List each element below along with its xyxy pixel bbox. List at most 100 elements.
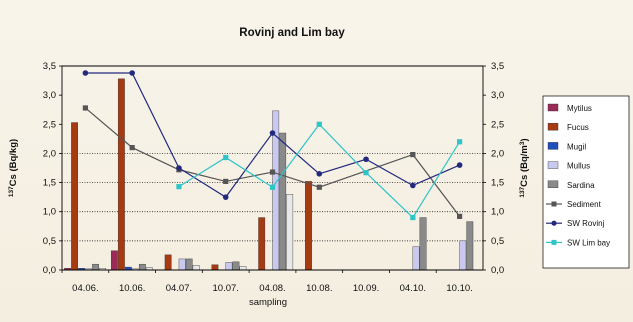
y-tick-left: 3,5 xyxy=(43,61,56,72)
y-tick-right: 1,0 xyxy=(491,207,504,218)
point-sw-rovinj xyxy=(269,130,276,136)
y-tick-right: 3,5 xyxy=(491,61,504,72)
point-sediment xyxy=(129,145,135,151)
x-tick-label: 04.06. xyxy=(72,283,98,294)
bar-sardina xyxy=(279,132,287,271)
bar-sardina xyxy=(419,217,427,271)
y-tick-left: 1,5 xyxy=(43,178,56,189)
legend-marker xyxy=(551,239,557,245)
y-tick-right: 0,5 xyxy=(491,236,504,247)
y-axis-label-right-superscript: 137 xyxy=(519,186,526,197)
y-tick-left: 2,0 xyxy=(43,148,56,159)
point-sw-rovinj xyxy=(222,194,229,200)
legend-swatch xyxy=(547,122,559,131)
y-tick-right: 0,0 xyxy=(491,265,504,276)
legend-marker xyxy=(551,201,557,207)
point-sw-lim-bay xyxy=(457,139,463,145)
y-axis-label-left-superscript: 137 xyxy=(8,186,15,197)
x-tick-label: 10.09. xyxy=(353,283,379,294)
point-sediment xyxy=(410,151,416,158)
point-sediment xyxy=(457,213,463,219)
bar-sardina xyxy=(92,263,99,271)
point-sw-rovinj xyxy=(363,156,369,163)
point-sediment xyxy=(269,169,276,175)
legend-swatch xyxy=(547,142,559,150)
bar-mullus xyxy=(225,262,233,271)
point-sw-lim-bay xyxy=(176,184,182,190)
bar-fucus xyxy=(258,217,266,271)
legend-label: SW Lim bay xyxy=(567,238,610,247)
axes-group: 0,0 0,5 1,0 1,5 2,0 2,5 3,0 3,5 0,0 0,5 1,0 1,5 2,0 2… xyxy=(8,61,531,294)
bar-mullus xyxy=(412,246,420,271)
x-axis-label: sampling xyxy=(249,297,287,308)
point-sediment xyxy=(316,184,322,190)
bar-mullus xyxy=(178,258,186,271)
y-tick-right: 2,0 xyxy=(491,148,504,159)
y-axis-label-right-text: Cs (Bq/m xyxy=(519,145,530,187)
y-tick-right: 1,5 xyxy=(491,178,504,189)
y-axis-label-left-text: Cs (Bq/kg) xyxy=(8,139,19,187)
legend-label: Sardina xyxy=(567,181,595,190)
bar-unlabeled xyxy=(286,194,294,271)
bar-unlabeled xyxy=(192,265,200,271)
y-tick-right: 2,5 xyxy=(491,119,504,130)
legend-swatch xyxy=(547,180,559,189)
x-tick-label: 04.07. xyxy=(166,283,192,294)
point-sw-rovinj xyxy=(456,162,463,168)
point-sw-rovinj xyxy=(176,165,182,171)
point-sw-lim-bay xyxy=(316,121,322,127)
x-tick-label: 04.10. xyxy=(400,283,426,294)
x-tick-label: 10.07. xyxy=(213,283,239,294)
chart-title: Rovinj and Lim bay xyxy=(239,27,345,39)
y-tick-left: 3,0 xyxy=(43,90,56,101)
bar-fucus xyxy=(117,78,125,271)
bar-sardina xyxy=(185,258,193,271)
point-sediment xyxy=(82,105,88,111)
point-sw-rovinj xyxy=(316,171,323,177)
legend-label: Mytilus xyxy=(567,104,592,113)
bar-fucus xyxy=(71,122,78,271)
legend-swatch xyxy=(547,161,559,169)
y-tick-left: 0,5 xyxy=(43,236,56,247)
y-tick-right: 3,0 xyxy=(491,90,504,101)
point-sw-lim-bay xyxy=(410,214,416,221)
legend-label: Sediment xyxy=(567,200,602,209)
y-axis-label-right: 137Cs (Bq/m3) xyxy=(519,138,531,197)
point-sw-lim-bay xyxy=(269,184,276,190)
legend-label: Mugil xyxy=(567,142,586,151)
point-sw-rovinj xyxy=(410,182,416,189)
y-tick-left: 0,0 xyxy=(43,265,56,276)
line-sw-lim-bay xyxy=(178,123,461,219)
bar-fucus xyxy=(211,264,219,271)
point-sw-rovinj xyxy=(82,70,89,76)
point-sw-rovinj xyxy=(129,70,135,76)
x-tick-label: 04.08. xyxy=(259,283,285,294)
legend-label: Fucus xyxy=(567,123,589,132)
bar-mullus xyxy=(459,240,467,271)
y-axis-label-left: 137Cs (Bq/kg) xyxy=(8,139,20,197)
legend-marker xyxy=(551,220,557,226)
point-sw-lim-bay xyxy=(223,154,229,161)
y-axis-label-right-close: ) xyxy=(519,138,530,141)
legend: Mytilus Fucus Mugil Mullus Sardina Sediment SW… xyxy=(542,95,630,269)
bar-sardina xyxy=(466,221,474,271)
legend-label: Mullus xyxy=(567,162,590,171)
y-axis-label-right-exponent: 3 xyxy=(519,141,526,145)
legend-label: SW Rovinj xyxy=(567,219,605,228)
x-tick-label: 10.08. xyxy=(306,283,332,294)
x-tick-label: 10.10. xyxy=(446,283,472,294)
bar-sardina xyxy=(138,263,146,271)
point-sw-lim-bay xyxy=(363,170,369,176)
x-tick-label: 10.06. xyxy=(119,283,145,294)
y-tick-left: 1,0 xyxy=(43,207,56,218)
bars-group xyxy=(64,78,474,271)
bar-sardina xyxy=(232,261,240,271)
bar-fucus xyxy=(164,254,172,271)
line-sediment xyxy=(85,107,461,217)
bar-mytilus xyxy=(110,250,118,271)
point-sediment xyxy=(223,178,229,185)
bar-unlabeled xyxy=(239,266,247,271)
bar-fucus xyxy=(305,181,312,271)
